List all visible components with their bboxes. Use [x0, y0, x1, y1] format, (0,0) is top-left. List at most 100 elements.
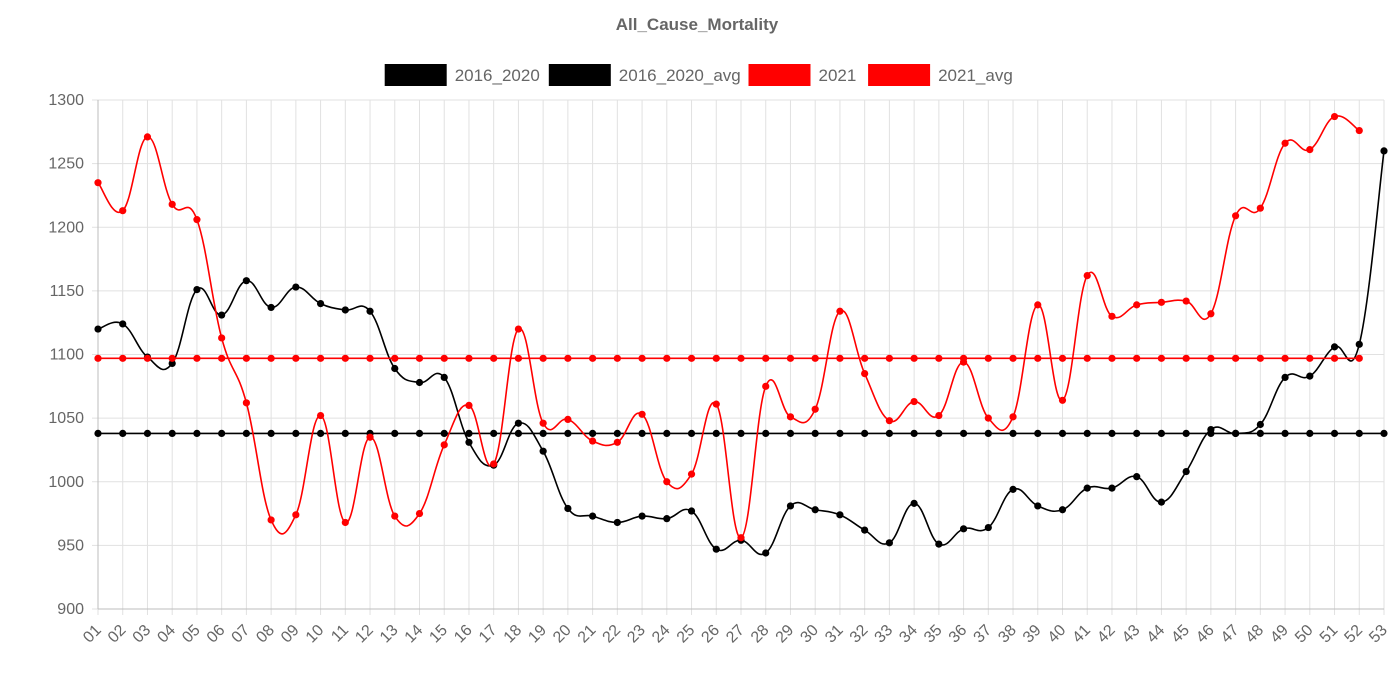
data-point-2016_2020_avg: [861, 429, 869, 437]
data-point-2021: [786, 413, 795, 421]
x-tick-label: 08: [253, 622, 278, 647]
data-point-2016_2020_avg: [119, 429, 127, 437]
data-point-2016_2020: [1034, 502, 1042, 510]
data-point-2021_avg: [267, 354, 275, 362]
legend-label: 2021_avg: [938, 66, 1013, 85]
data-point-2021_avg: [712, 354, 720, 362]
data-point-2021_avg: [316, 354, 325, 362]
data-point-2016_2020_avg: [737, 429, 745, 437]
data-point-2021_avg: [440, 354, 448, 362]
x-tick-label: 14: [402, 622, 427, 647]
data-point-2016_2020_avg: [638, 429, 646, 437]
x-tick-label: 43: [1119, 622, 1144, 647]
data-point-2021: [1182, 297, 1190, 305]
data-point-2021: [1083, 272, 1091, 280]
data-point-2021: [1355, 126, 1363, 135]
data-point-2021_avg: [1281, 354, 1289, 362]
x-tick-label: 10: [303, 622, 328, 647]
data-point-2021: [861, 369, 869, 378]
data-point-2021_avg: [1009, 354, 1017, 362]
data-point-2021: [1009, 413, 1017, 421]
y-tick-label: 1150: [50, 283, 85, 300]
x-tick-label: 25: [674, 622, 699, 647]
data-point-2016_2020_avg: [1256, 429, 1264, 437]
data-point-2016_2020: [984, 523, 992, 532]
data-point-2016_2020_avg: [564, 429, 572, 437]
data-point-2016_2020_avg: [242, 429, 250, 437]
x-tick-label: 37: [971, 622, 996, 647]
data-point-2016_2020_avg: [316, 429, 325, 437]
data-point-2021: [440, 441, 448, 449]
data-point-2021_avg: [910, 354, 918, 362]
data-point-2021_avg: [168, 354, 176, 362]
data-point-2016_2020_avg: [143, 429, 152, 437]
data-point-2016_2020: [1083, 484, 1091, 492]
x-tick-label: 29: [773, 622, 798, 647]
legend-swatch: [868, 64, 931, 86]
data-point-2016_2020: [885, 539, 893, 547]
x-tick-label: 50: [1292, 622, 1317, 647]
data-point-2016_2020_avg: [1306, 429, 1314, 437]
data-point-2016_2020_avg: [514, 429, 523, 437]
data-point-2016_2020: [539, 447, 547, 455]
data-point-2016_2020_avg: [539, 429, 547, 437]
data-point-2016_2020_avg: [168, 429, 176, 437]
data-point-2021_avg: [935, 354, 943, 362]
data-point-2021_avg: [1083, 354, 1091, 362]
data-point-2021_avg: [1207, 354, 1215, 362]
x-tick-label: 09: [278, 622, 303, 647]
x-tick-label: 24: [649, 622, 674, 647]
data-point-2016_2020_avg: [1232, 429, 1240, 437]
data-point-2021: [1157, 298, 1166, 306]
data-point-2016_2020_avg: [341, 429, 349, 437]
data-point-2016_2020_avg: [613, 429, 621, 437]
legend-label: 2021: [819, 66, 857, 85]
data-point-2021: [316, 411, 325, 420]
data-point-2021: [1108, 312, 1116, 320]
data-point-2021_avg: [1330, 354, 1339, 362]
data-point-2016_2020_avg: [292, 429, 300, 437]
data-point-2021_avg: [490, 354, 498, 362]
data-point-2016_2020: [292, 283, 300, 291]
data-point-2021_avg: [415, 354, 424, 362]
data-point-2021_avg: [786, 354, 795, 362]
data-point-2021: [94, 179, 102, 187]
x-tick-label: 35: [921, 622, 946, 647]
x-tick-label: 22: [600, 622, 625, 647]
x-tick-label: 34: [896, 622, 921, 647]
legend: 2016_2020 2016_2020_avg 2021 2021_avg: [384, 64, 1013, 86]
data-point-2016_2020: [218, 311, 226, 319]
x-tick-label: 39: [1020, 622, 1045, 647]
data-point-2021: [391, 512, 399, 520]
data-point-2021_avg: [1034, 354, 1042, 362]
data-point-2021: [119, 207, 127, 215]
data-point-2016_2020_avg: [935, 429, 943, 437]
data-point-2016_2020: [267, 303, 275, 312]
data-point-2021_avg: [1157, 354, 1166, 362]
data-point-2016_2020: [391, 364, 399, 373]
x-tick-label: 18: [501, 622, 526, 647]
data-point-2021_avg: [663, 354, 671, 362]
data-point-2016_2020: [811, 506, 819, 514]
x-axis-ticks: 01 02 03 04 05 06 07 08 09 10 11 12 13 14 15 16 17 18 19 20…: [80, 622, 1391, 647]
data-point-2021: [292, 511, 300, 519]
data-point-2016_2020_avg: [1182, 429, 1190, 437]
x-tick-label: 15: [426, 622, 451, 647]
data-point-2016_2020_avg: [836, 429, 844, 437]
y-tick-label: 900: [57, 601, 84, 618]
data-point-2021_avg: [94, 354, 102, 362]
data-point-2016_2020: [1133, 473, 1141, 481]
x-tick-label: 33: [872, 622, 897, 647]
data-point-2016_2020_avg: [1009, 429, 1017, 437]
data-point-2016_2020: [564, 504, 572, 513]
data-point-2021_avg: [1256, 354, 1264, 362]
data-point-2016_2020: [910, 499, 918, 507]
data-point-2021_avg: [341, 354, 349, 362]
x-tick-label: 51: [1317, 622, 1342, 647]
data-point-2021_avg: [1058, 354, 1067, 362]
data-point-2021_avg: [564, 354, 572, 362]
x-tick-label: 23: [624, 622, 649, 647]
data-point-2016_2020: [1108, 484, 1116, 492]
data-point-2021_avg: [292, 354, 300, 362]
data-point-2016_2020: [193, 286, 201, 294]
